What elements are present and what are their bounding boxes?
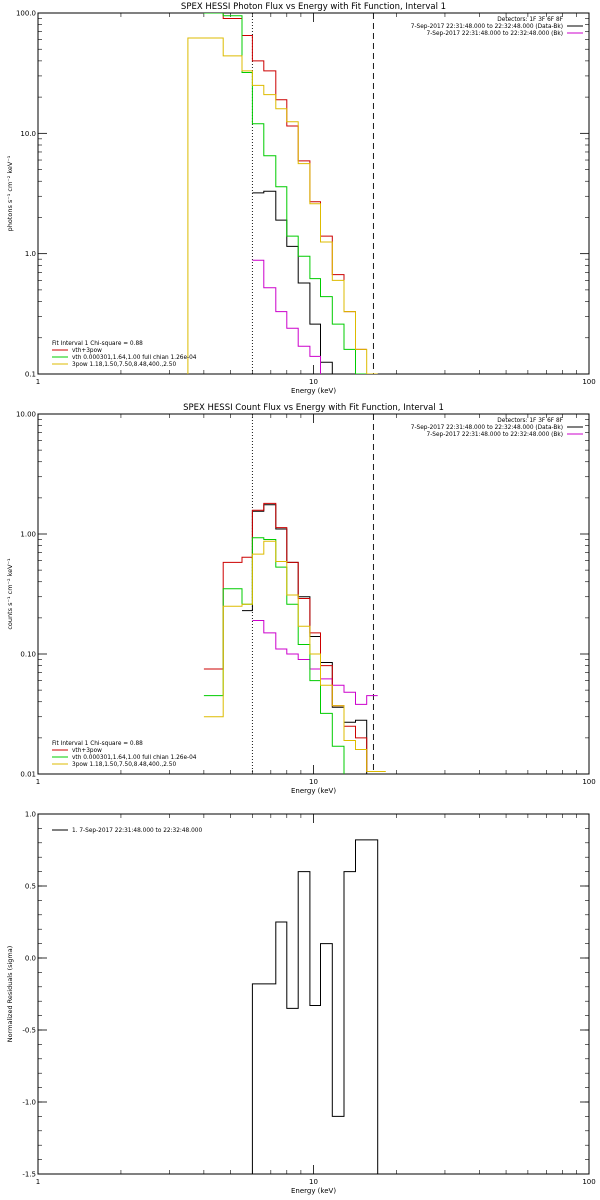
- y-tick-label: 0.1: [25, 371, 36, 379]
- legend-entry-top-right: 7-Sep-2017 22:31:48.000 to 22:32:48.000 …: [411, 425, 563, 431]
- legend-entry-bottom-left: Fit Interval 1 Chi-square = 0.88: [52, 341, 143, 347]
- series-3pow: [203, 540, 386, 772]
- plot-frame: [37, 813, 590, 1175]
- legend-entry-top-right: Detectors: 1F 3F 6F 8F: [497, 17, 563, 23]
- legend-entry-top-right: 7-Sep-2017 22:31:48.000 to 22:32:48.000 …: [427, 31, 563, 37]
- x-tick-label: 100: [582, 1178, 595, 1186]
- legend-entry-bottom-left: vth+3pow: [72, 748, 102, 754]
- y-axis-label: photons s⁻¹ cm⁻² keV⁻¹: [6, 155, 14, 231]
- legend-entry-bottom-left: 3pow 1.18,1.50,7.50,8.48,400.,2.50: [72, 762, 176, 768]
- x-tick-label: 100: [582, 378, 595, 386]
- series-vth-3pow: [203, 13, 367, 350]
- y-tick-label: 1.0: [25, 250, 36, 258]
- legend-entry-bottom-left: vth 0.000301,1.64,1.00 full chian 1.26e-…: [72, 355, 197, 361]
- y-tick-label: 1.00: [20, 531, 36, 539]
- series-vth: [203, 13, 367, 374]
- legend-entry-top-right: Detectors: 1F 3F 6F 8F: [497, 418, 563, 424]
- chart-title: SPEX HESSI Photon Flux vs Energy with Fi…: [181, 2, 446, 12]
- y-tick-label: 0.10: [20, 651, 36, 659]
- count-flux-panel: SPEX HESSI Count Flux vs Energy with Fit…: [6, 403, 596, 795]
- x-axis-label: Energy (keV): [291, 787, 336, 795]
- plot-frame: [37, 12, 590, 375]
- y-tick-label: 10.0: [20, 130, 36, 138]
- series-group: [203, 502, 386, 774]
- y-tick-label: 1.0: [25, 811, 36, 819]
- y-tick-label: -0.5: [22, 1027, 36, 1035]
- x-tick-label: 1: [36, 1178, 40, 1186]
- x-tick-label: 10: [309, 378, 318, 386]
- legend-entry-top-right: 7-Sep-2017 22:31:48.000 to 22:32:48.000 …: [427, 432, 563, 438]
- legend-entry-bottom-left: Fit Interval 1 Chi-square = 0.88: [52, 741, 143, 747]
- legend-entry-bottom-left: 3pow 1.18,1.50,7.50,8.48,400.,2.50: [72, 362, 176, 368]
- series-group: [251, 839, 379, 1174]
- chart-title: SPEX HESSI Count Flux vs Energy with Fit…: [183, 403, 444, 413]
- x-tick-label: 1: [36, 778, 40, 786]
- x-tick-label: 10: [309, 1178, 318, 1186]
- legend-entry-bottom-left: vth 0.000301,1.64,1.00 full chian 1.26e-…: [72, 755, 197, 761]
- series-bk: [252, 259, 321, 374]
- residuals-panel: 1 10 100 Energy (keV) -1.5 -1.0 -0.5 0.0 0.5 1.0 N…: [6, 811, 596, 1196]
- legend-entry-bottom-left: vth+3pow: [72, 348, 102, 354]
- legend-entry-top-right: 7-Sep-2017 22:31:48.000 to 22:32:48.000 …: [411, 24, 563, 30]
- y-tick-label: -1.5: [22, 1171, 36, 1179]
- plot-frame: [37, 413, 590, 775]
- series-data-bk: [252, 190, 333, 374]
- x-tick-label: 1: [36, 378, 40, 386]
- y-tick-label: 0.0: [25, 955, 36, 963]
- x-tick-label: 100: [582, 778, 595, 786]
- series-group: [187, 13, 378, 374]
- y-axis-label: Normalized Residuals (sigma): [6, 946, 14, 1043]
- x-axis-label: Energy (keV): [291, 387, 336, 395]
- series-bk: [252, 620, 378, 705]
- y-tick-label: 10.00: [16, 411, 36, 419]
- x-tick-label: 10: [309, 778, 318, 786]
- photon-flux-panel: SPEX HESSI Photon Flux vs Energy with Fi…: [6, 2, 596, 395]
- x-axis-label: Energy (keV): [291, 1187, 336, 1195]
- series-1-7-sep-2017-22-31-48-000-to-22-32-48-000: [251, 839, 379, 1174]
- y-tick-label: 0.5: [25, 883, 36, 891]
- y-tick-label: -1.0: [22, 1099, 36, 1107]
- series-vth-3pow: [203, 502, 378, 772]
- series-3pow: [187, 37, 378, 374]
- y-tick-label: 100.0: [16, 10, 36, 18]
- series-vth: [203, 537, 345, 774]
- y-axis-label: counts s⁻¹ cm⁻² keV⁻¹: [6, 558, 14, 630]
- y-tick-label: 0.01: [20, 771, 36, 779]
- legend-entry-top-left: 1. 7-Sep-2017 22:31:48.000 to 22:32:48.0…: [72, 828, 202, 834]
